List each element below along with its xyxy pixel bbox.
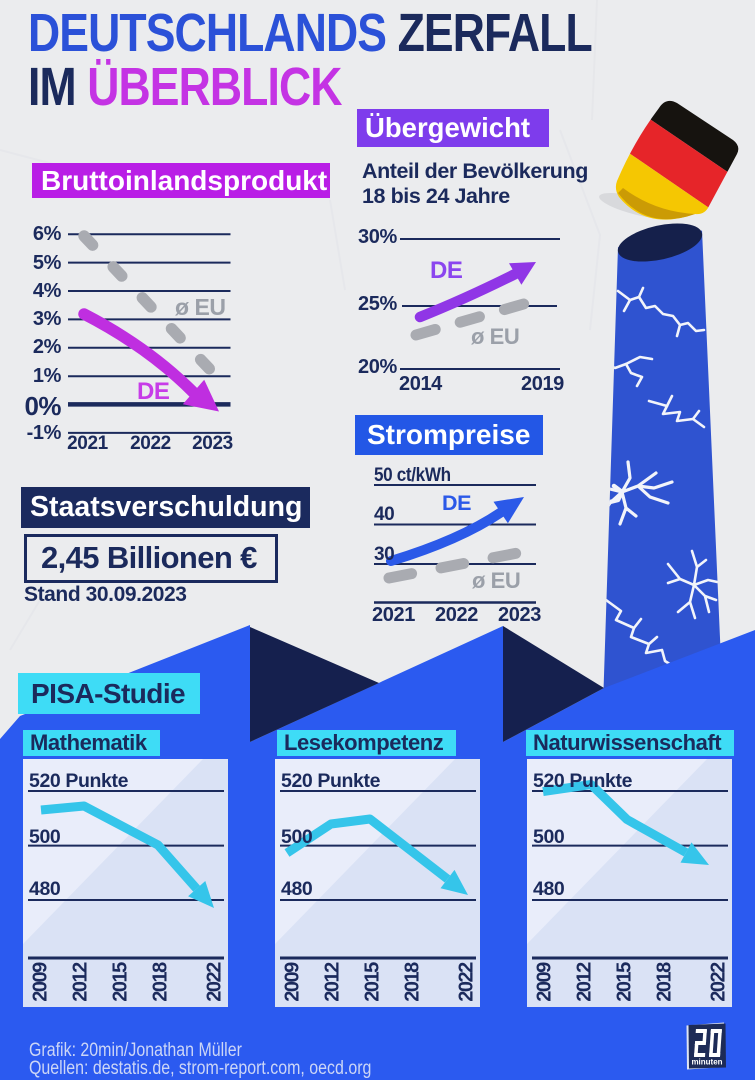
- svg-text:minuten: minuten: [691, 1058, 722, 1067]
